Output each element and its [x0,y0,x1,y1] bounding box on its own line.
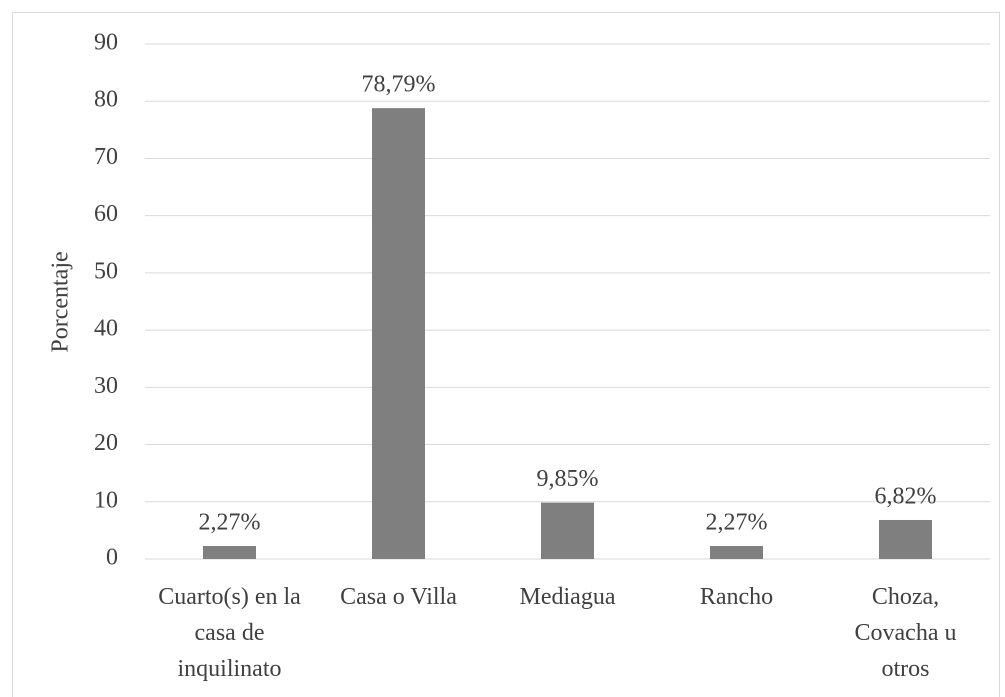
data-label: 2,27% [706,510,768,536]
x-tick-line: casa de [195,620,265,646]
x-tick-line: Cuarto(s) en la [158,584,301,610]
bar [710,546,763,559]
y-tick-label: 70 [94,144,118,170]
x-tick-line: Casa o Villa [340,584,457,610]
y-tick-label: 50 [94,258,118,284]
data-label: 78,79% [362,72,436,98]
x-tick-line: Choza, [872,584,939,610]
y-tick-label: 40 [94,316,118,342]
y-tick-label: 80 [94,87,118,113]
x-tick-label: Cuarto(s) en la casa de inquilinato [158,584,301,682]
x-tick-line: otros [882,656,930,682]
data-label: 6,82% [875,483,937,509]
x-tick-line: Rancho [700,584,773,610]
bar [879,519,932,559]
x-tick-label: Choza, Covacha u otros [855,584,957,682]
y-tick-label: 60 [94,201,118,227]
bar [541,502,594,559]
x-tick-line: Covacha u [855,620,957,646]
x-tick-label: Casa o Villa [340,584,457,610]
x-tick-line: Mediagua [520,584,616,610]
data-label: 2,27% [199,510,261,536]
y-tick-label: 20 [94,430,118,456]
y-tick-label: 0 [106,545,118,571]
x-tick-label: Mediagua [520,584,616,610]
bar [203,546,256,559]
y-tick-label: 30 [94,373,118,399]
x-tick-label: Rancho [700,584,773,610]
y-axis-title: Porcentaje [48,251,74,352]
chart-border [12,12,1000,697]
y-tick-label: 10 [94,487,118,513]
y-tick-label: 90 [94,30,118,56]
data-label: 9,85% [537,466,599,492]
x-tick-line: inquilinato [178,656,282,682]
bar [372,108,425,559]
